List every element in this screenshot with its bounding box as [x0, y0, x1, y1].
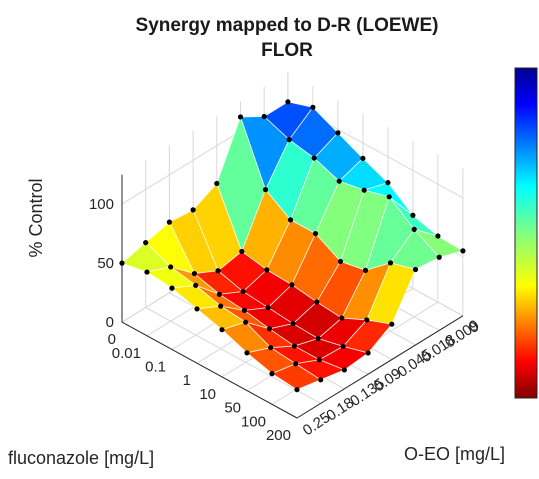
data-point: [269, 371, 275, 377]
data-point: [341, 367, 347, 373]
data-point: [262, 187, 269, 193]
data-point: [294, 387, 300, 393]
data-point: [340, 343, 346, 349]
data-point: [311, 155, 317, 161]
data-point: [193, 282, 199, 288]
data-point: [144, 269, 150, 275]
x-tick-label: 200: [266, 427, 291, 444]
data-point: [237, 114, 244, 120]
data-point: [143, 240, 149, 246]
data-point: [386, 194, 392, 200]
chart-title-line1: Synergy mapped to D-R (LOEWE): [136, 15, 439, 36]
z-tick-label: 0: [106, 314, 114, 331]
x-tick-label: 0.1: [145, 359, 166, 376]
data-point: [264, 267, 270, 273]
x-tick-label: 100: [241, 413, 266, 430]
data-point: [191, 270, 197, 277]
x-tick-label: 10: [199, 386, 216, 403]
data-point: [265, 305, 271, 311]
data-point: [244, 350, 250, 356]
data-point: [436, 254, 442, 260]
data-point: [316, 357, 322, 363]
x-tick-label: 0: [108, 331, 116, 348]
data-point: [362, 267, 369, 273]
data-point: [190, 207, 196, 213]
data-point: [169, 285, 175, 291]
data-point: [315, 335, 321, 342]
data-point: [412, 266, 419, 273]
data-point: [387, 260, 394, 266]
data-point: [241, 307, 247, 313]
z-tick-label: 50: [97, 255, 114, 272]
x-axis-line: [121, 321, 298, 419]
data-point: [219, 327, 225, 333]
data-point: [168, 264, 174, 270]
data-point: [215, 268, 221, 274]
data-point: [385, 180, 391, 186]
data-point: [361, 187, 367, 193]
data-point: [289, 282, 295, 288]
data-point: [166, 219, 172, 225]
data-point: [364, 317, 370, 323]
z-tick-label: 100: [89, 196, 114, 213]
data-point: [335, 130, 341, 136]
data-point: [293, 361, 299, 367]
data-point: [314, 299, 320, 305]
data-point: [435, 233, 441, 239]
data-point: [285, 99, 291, 105]
data-point: [460, 248, 466, 254]
data-point: [240, 288, 246, 295]
data-point: [360, 155, 366, 161]
data-point: [339, 315, 345, 321]
chart-title-line2: FLOR: [261, 40, 313, 61]
data-point: [318, 377, 324, 383]
data-point: [337, 258, 344, 265]
data-point: [239, 248, 245, 255]
grid-line: [145, 307, 321, 404]
x-tick-label: 1: [183, 372, 191, 389]
x-tick-label: 0.01: [112, 345, 141, 362]
data-point: [216, 291, 222, 297]
data-point: [261, 113, 267, 120]
y-axis-label: O-EO [mg/L]: [404, 444, 505, 464]
colorbar: [514, 67, 538, 399]
x-axis-label: fluconazole [mg/L]: [8, 448, 154, 468]
data-point: [410, 212, 416, 218]
data-point: [268, 345, 274, 351]
data-point: [312, 230, 319, 237]
x-tick-label: 50: [224, 400, 241, 417]
data-point: [286, 137, 292, 143]
data-point: [290, 321, 296, 327]
data-point: [411, 226, 417, 232]
data-points: [119, 99, 466, 393]
data-point: [389, 321, 395, 327]
data-point: [218, 303, 224, 309]
z-axis-label: % Control: [26, 178, 46, 257]
data-point: [119, 260, 125, 266]
data-point: [287, 217, 294, 223]
data-point: [194, 306, 200, 312]
data-point: [243, 319, 249, 325]
data-point: [214, 180, 220, 187]
data-point: [291, 343, 297, 349]
data-point: [310, 104, 316, 110]
data-point: [365, 350, 371, 356]
surface-mesh: [121, 101, 464, 391]
y-axis-line: [296, 315, 464, 419]
data-point: [266, 326, 272, 332]
data-point: [336, 178, 342, 184]
